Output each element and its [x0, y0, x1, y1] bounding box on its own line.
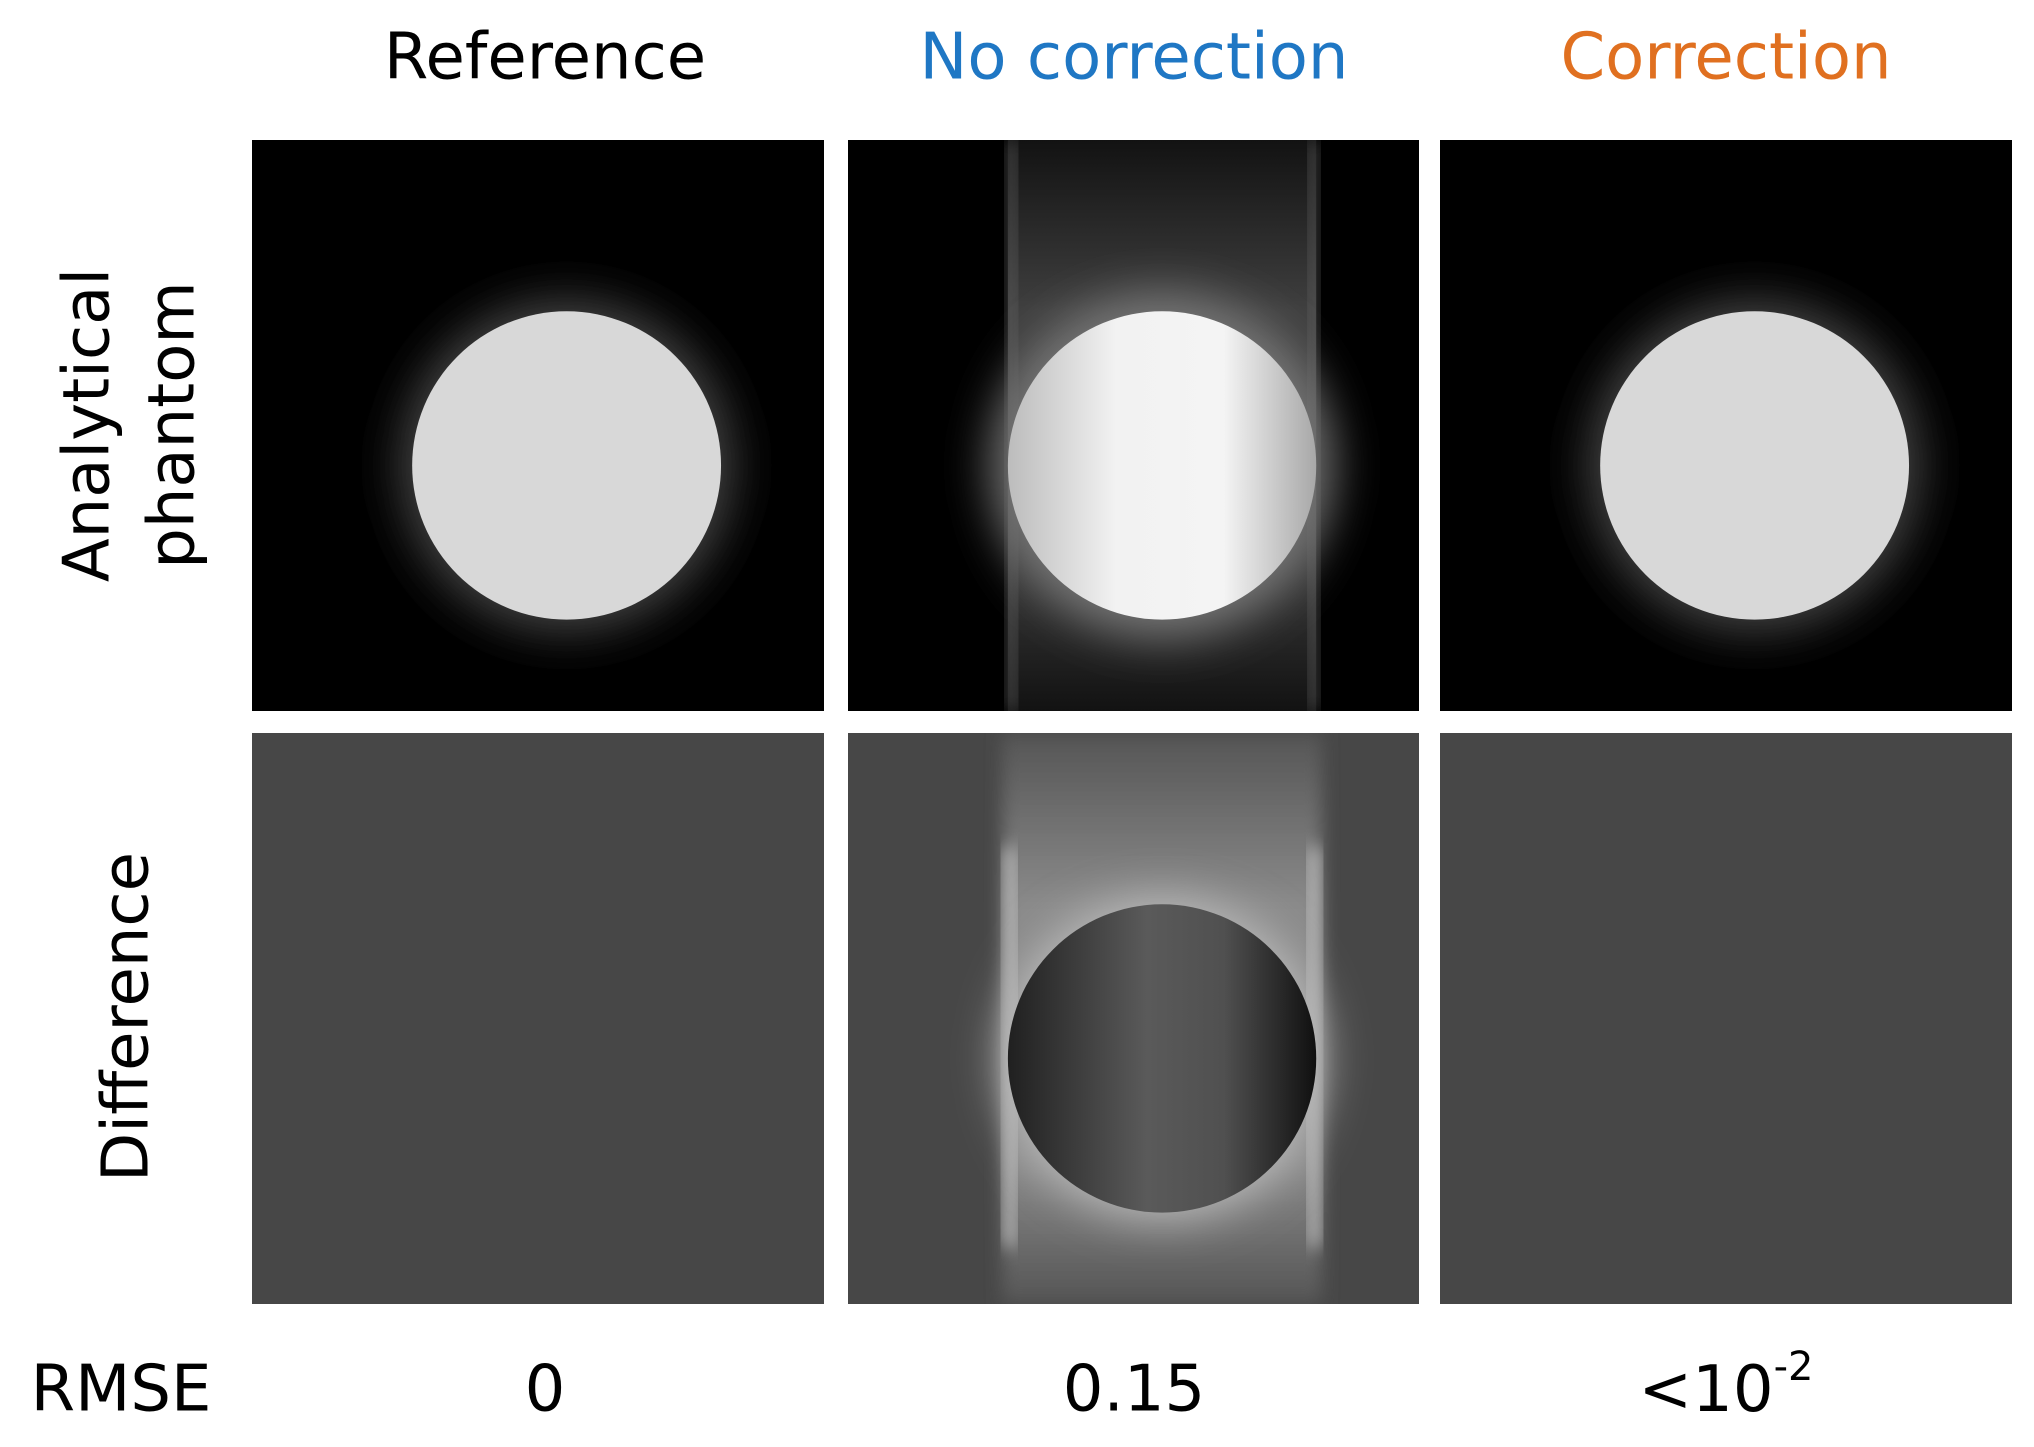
correction-difference	[1440, 733, 2012, 1304]
rmse-base: <10	[1639, 1353, 1774, 1427]
row-label: Analytical	[51, 268, 125, 582]
row-label: phantom	[136, 281, 210, 569]
rmse-value: 0	[525, 1353, 566, 1427]
correction-image	[1440, 140, 2012, 711]
reference-image	[252, 140, 824, 711]
no-correction-image	[848, 140, 1419, 711]
column-title: No correction	[920, 21, 1349, 95]
rmse-exponent: -2	[1774, 1344, 1814, 1390]
no-correction-difference	[848, 733, 1419, 1304]
row-label: Difference	[90, 852, 164, 1182]
rmse-value: <10-2	[1639, 1344, 1814, 1427]
column-title: Correction	[1560, 21, 1891, 95]
reference-difference	[252, 733, 824, 1304]
column-title: Reference	[384, 21, 706, 95]
rmse-value: 0.15	[1063, 1353, 1206, 1427]
rmse-label: RMSE	[31, 1353, 212, 1427]
